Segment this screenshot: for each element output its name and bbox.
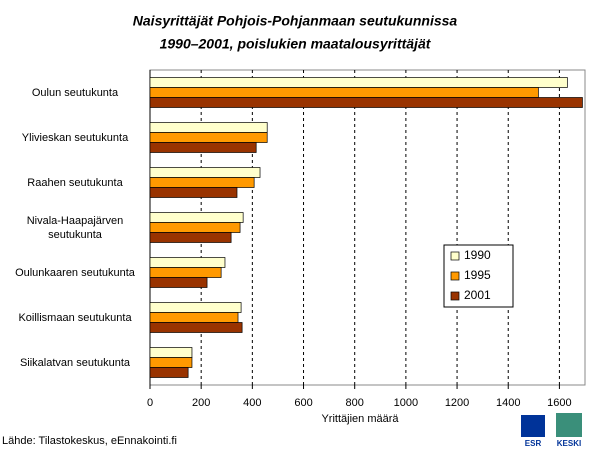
bar (149, 267, 222, 278)
x-tick-label: 1400 (496, 397, 520, 409)
x-tick-label: 600 (294, 397, 312, 409)
bar (149, 177, 255, 188)
bar (149, 122, 268, 133)
bar (149, 257, 226, 268)
legend-swatch (450, 291, 460, 301)
bar (149, 222, 241, 233)
bar (149, 367, 189, 378)
bar (149, 142, 257, 153)
x-tick-label: 800 (346, 397, 364, 409)
bar (149, 302, 242, 313)
bar (149, 167, 261, 178)
y-tick-label: Siikalatvan seutukunta (19, 356, 131, 369)
x-tick-label: 400 (243, 397, 261, 409)
legend-swatch (450, 271, 460, 281)
bar (149, 132, 268, 143)
logo-keski (556, 413, 582, 437)
y-tick-label: Oulunkaaren seutukunta (15, 266, 135, 279)
bar (149, 187, 238, 198)
x-tick-label: 1200 (445, 397, 469, 409)
bar (149, 357, 193, 368)
logo-text: ESR (525, 439, 542, 448)
bar (149, 77, 568, 88)
x-axis-label: Yrittäjien määrä (321, 413, 399, 425)
legend-label: 1990 (464, 248, 491, 262)
bar (149, 347, 193, 358)
x-tick-label: 1000 (394, 397, 418, 409)
logo-text: KESKI (557, 439, 581, 448)
legend-label: 1995 (464, 268, 491, 282)
chart-subtitle: 1990–2001, poislukien maatalousyrittäjät (160, 36, 432, 52)
y-tick-label: Oulun seutukunta (31, 86, 119, 99)
source: Lähde: Tilastokeskus, eEnnakointi.fi (2, 435, 177, 447)
y-tick-label: Nivala-Haapajärven seutukunta (26, 214, 124, 241)
x-tick-label: 200 (192, 397, 210, 409)
y-tick-label: Raahen seutukunta (27, 176, 123, 189)
y-tick-label: Ylivieskan seutukunta (21, 131, 129, 144)
bar (149, 87, 539, 98)
logo-esr (521, 415, 545, 437)
chart-title: Naisyrittäjät Pohjois-Pohjanmaan seutuku… (133, 13, 458, 29)
x-tick-label: 1600 (547, 397, 571, 409)
bar (149, 212, 244, 223)
bar (149, 277, 208, 288)
legend-swatch (450, 251, 460, 261)
legend-label: 2001 (464, 288, 491, 302)
bar (149, 322, 243, 333)
bar (149, 232, 232, 243)
bar (149, 97, 583, 108)
bar (149, 312, 239, 323)
x-tick-label: 0 (147, 397, 153, 409)
y-tick-label: Koillismaan seutukunta (18, 311, 132, 324)
